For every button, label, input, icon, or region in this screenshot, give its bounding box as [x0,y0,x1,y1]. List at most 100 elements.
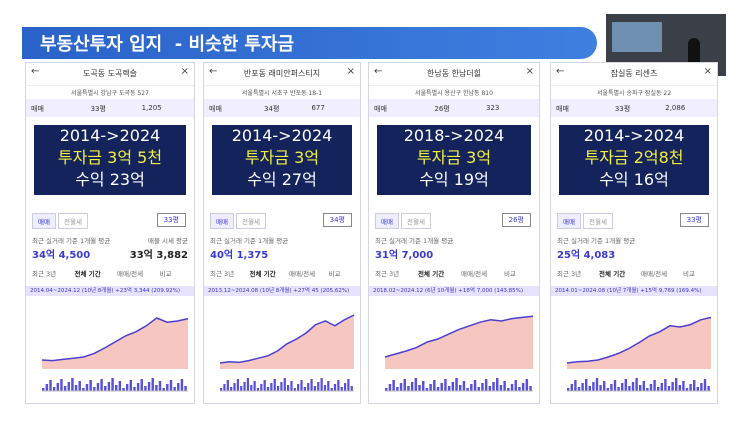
phone-screen: ← × 반포동 래미안퍼스티지 서울특별시 서초구 반포동 18-1 매매 34평 677 2… [203,62,361,404]
range-tab[interactable]: 비교 [683,270,695,278]
volume-bar [635,378,638,391]
range-tab[interactable]: 전체 기간 [249,270,276,278]
back-button[interactable]: ← [209,66,218,77]
range-tab[interactable]: 최근 3년 [375,270,400,278]
range-tab[interactable]: 비교 [159,270,172,278]
comment-count[interactable]: 1,205 [141,104,162,112]
back-button[interactable]: ← [31,66,40,77]
volume-bar [300,380,303,391]
volume-bar [89,380,92,391]
volume-bar [49,380,52,391]
range-tab[interactable]: 최근 3년 [557,270,582,278]
range-tab[interactable]: 최근 3년 [32,270,57,278]
close-button[interactable]: × [525,66,534,77]
volume-bar [492,382,495,391]
range-tab[interactable]: 매매/전세 [461,270,488,278]
volume-bar [422,381,425,391]
size[interactable]: 33평 [614,105,631,113]
volume-bar [525,379,529,391]
volume-bar [177,383,180,391]
trade-type[interactable]: 매매 [556,105,569,113]
deal-tab[interactable]: 매매 [210,213,234,229]
volume-bar [42,388,45,391]
volume-bar [444,379,447,391]
range-tab[interactable]: 비교 [328,270,341,278]
volume-bar [574,380,577,391]
size[interactable]: 33평 [90,105,106,113]
deal-tab[interactable]: 전월세 [401,213,431,229]
recent-price: 34억 4,500 [32,250,91,261]
range-tab[interactable]: 최근 3년 [210,270,235,278]
volume-bar [488,386,492,391]
complex-name: 도곡동 도곡렉슬 [82,69,138,78]
volume-bar [273,379,276,391]
volume-bar [140,379,143,391]
range-tab[interactable]: 비교 [504,270,516,278]
volume-bar [158,381,162,391]
range-tab[interactable]: 매매/전세 [641,270,668,278]
size-select[interactable]: 34평 [322,213,352,227]
volume-bar [664,379,667,391]
range-summary: 2018.02~2024.12 (6년 10개월) +18억 7,000 (14… [369,286,539,296]
overlay-box: 2014->2024 투자금 3억 5천 수익 23억 [34,125,186,195]
volume-bar [276,386,280,391]
comment-count[interactable]: 2,086 [665,104,686,112]
overlay-box: 2014->2024 투자금 2억8천 수익 16억 [559,125,709,195]
toolbar: 매매 34평 677 [204,99,360,117]
volume-bar [599,385,602,391]
comment-count[interactable]: 677 [311,104,325,112]
price-area [220,315,354,369]
comment-count[interactable]: 323 [485,104,500,112]
recent-label: 최근 실거래 기준 1개월 평균 [210,237,289,245]
volume-bar [455,378,458,391]
range-summary: 2014.01~2024.08 (10년 7개월) +15억 9,769 (16… [551,286,717,296]
range-tab[interactable]: 매매/전세 [289,270,316,278]
recent-price: 31억 7,000 [375,250,434,261]
volume-bar [122,388,125,391]
close-button[interactable]: × [180,66,189,77]
deal-tab[interactable]: 전월세 [583,213,613,229]
volume-bar [115,385,118,391]
back-button[interactable]: ← [556,66,565,77]
trade-type[interactable]: 매매 [209,105,222,113]
range-tab[interactable]: 매매/전세 [117,270,144,278]
back-button[interactable]: ← [374,66,383,77]
deal-tab[interactable]: 매매 [32,213,56,229]
volume-bar [529,386,532,391]
volume-bar [707,386,710,391]
close-button[interactable]: × [346,66,355,77]
volume-bar [477,387,480,391]
recent-label: 최근 실거래 기준 1개월 평균 [32,237,111,245]
volume-bar [320,378,323,391]
range-summary: 2013.12~2024.08 (10년 8개월) +27억 45 (205.6… [204,286,360,296]
trade-type[interactable]: 매매 [374,105,387,113]
size[interactable]: 26평 [434,105,450,113]
volume-bar [317,382,320,391]
deal-tab[interactable]: 매매 [375,213,399,229]
close-button[interactable]: × [703,66,712,77]
volume-bar [151,378,154,391]
size-select[interactable]: 33평 [156,213,186,227]
volume-bar [290,381,293,391]
deal-tab[interactable]: 매매 [557,213,581,229]
size-select[interactable]: 26평 [501,213,531,227]
range-tab[interactable]: 전체 기간 [74,270,101,278]
volume-bar [425,388,429,391]
deal-tab[interactable]: 전월세 [58,213,88,229]
volume-bar [180,379,184,391]
deal-tab[interactable]: 전월세 [236,213,266,229]
trade-type[interactable]: 매매 [31,105,44,113]
volume-bar [649,384,653,391]
size[interactable]: 34평 [264,105,280,113]
volume-bar [155,385,158,391]
range-tab[interactable]: 전체 기간 [599,270,626,278]
range-tab[interactable]: 전체 기간 [418,270,445,278]
volume-bar [577,387,581,391]
header [26,63,194,86]
volume-bar [133,387,136,391]
volume-bar [223,384,226,391]
volume-bar [592,382,595,391]
size-select[interactable]: 33평 [679,213,709,227]
volume-bar [514,380,517,391]
volume-bar [250,385,253,391]
